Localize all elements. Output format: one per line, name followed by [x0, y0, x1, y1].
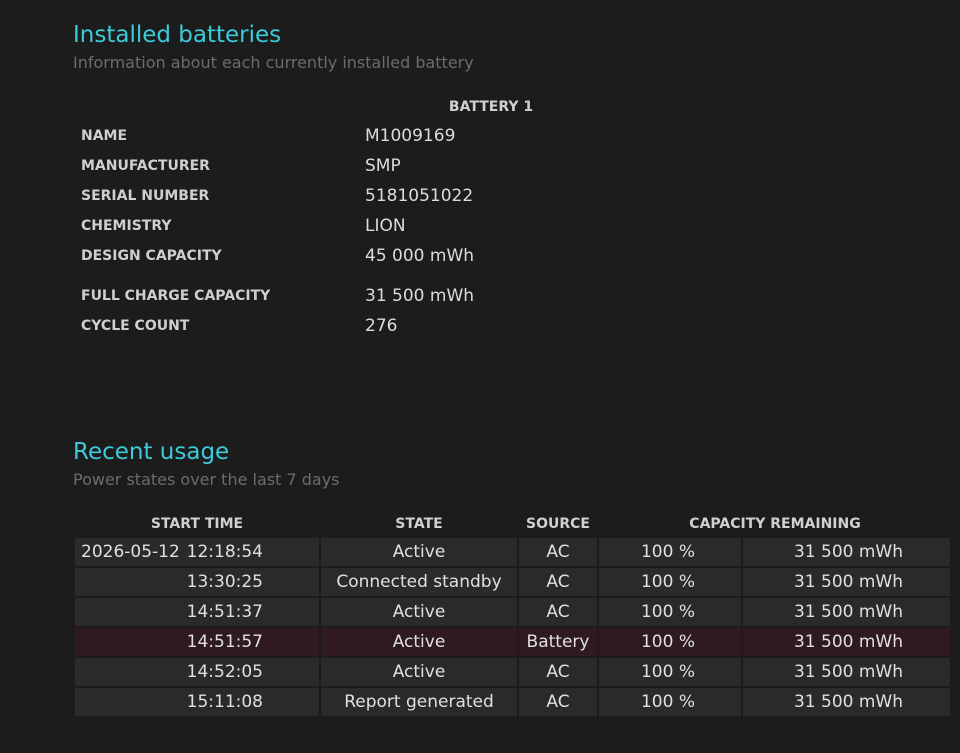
table-cell: [321, 568, 517, 596]
table-cell: [599, 628, 741, 656]
state: Report generated: [344, 692, 494, 712]
column-header: STATE: [395, 516, 443, 532]
table-cell: [743, 628, 950, 656]
table-cell: [75, 688, 319, 716]
table-cell: [321, 628, 517, 656]
capacity-energy: 31 500 mWh: [793, 692, 903, 712]
capacity-percent: 100 %: [640, 632, 696, 652]
state: Active: [392, 542, 446, 562]
column-header: START TIME: [150, 516, 244, 532]
section-title: Installed batteries: [73, 22, 282, 48]
capacity-energy: 31 500 mWh: [793, 632, 903, 652]
field-label: FULL CHARGE CAPACITY: [81, 288, 271, 304]
field-label: CYCLE COUNT: [81, 318, 190, 334]
field-label: NAME: [81, 128, 128, 144]
start-time: 13:30:25: [186, 572, 263, 592]
capacity-energy: 31 500 mWh: [793, 542, 903, 562]
source: AC: [546, 602, 570, 622]
capacity-percent: 100 %: [640, 572, 696, 592]
table-cell: [743, 568, 950, 596]
start-time: 15:11:08: [186, 692, 263, 712]
table-cell: [75, 568, 319, 596]
table-cell: [321, 538, 517, 566]
state: Active: [392, 662, 446, 682]
start-time: 14:51:37: [186, 602, 263, 622]
source: AC: [546, 692, 570, 712]
table-cell: [743, 538, 950, 566]
start-time: 12:18:54: [186, 542, 263, 562]
table-cell: [519, 538, 597, 566]
table-cell: [75, 658, 319, 686]
table-cell: [75, 538, 319, 566]
state: Active: [392, 632, 446, 652]
table-cell: [321, 598, 517, 626]
source: AC: [546, 572, 570, 592]
state: Connected standby: [336, 572, 502, 592]
table-cell: [599, 658, 741, 686]
table-cell: [321, 688, 517, 716]
field-label: DESIGN CAPACITY: [81, 248, 222, 264]
source: AC: [546, 662, 570, 682]
table-cell: [519, 628, 597, 656]
table-cell: [599, 598, 741, 626]
section-title: Recent usage: [73, 439, 230, 465]
table-cell: [519, 658, 597, 686]
capacity-percent: 100 %: [640, 662, 696, 682]
field-value: 31 500 mWh: [365, 286, 475, 306]
column-header: CAPACITY REMAINING: [689, 516, 861, 532]
capacity-energy: 31 500 mWh: [793, 662, 903, 682]
field-label: CHEMISTRY: [81, 218, 172, 234]
table-cell: [519, 688, 597, 716]
field-value: 45 000 mWh: [365, 246, 475, 266]
field-label: SERIAL NUMBER: [81, 188, 210, 204]
table-cell: [519, 568, 597, 596]
state: Active: [392, 602, 446, 622]
table-cell: [743, 598, 950, 626]
field-label: MANUFACTURER: [81, 158, 210, 174]
capacity-energy: 31 500 mWh: [793, 572, 903, 592]
table-cell: [75, 598, 319, 626]
section-subtitle: Power states over the last 7 days: [73, 470, 340, 489]
table-cell: [599, 688, 741, 716]
start-time: 14:52:05: [186, 662, 263, 682]
field-value: SMP: [365, 156, 401, 176]
start-date: 2026-05-12: [81, 542, 180, 562]
source: Battery: [526, 632, 590, 652]
start-time: 14:51:57: [186, 632, 263, 652]
column-header: SOURCE: [526, 516, 590, 532]
column-header: BATTERY 1: [448, 99, 534, 115]
section-subtitle: Information about each currently install…: [73, 53, 474, 72]
field-value: M1009169: [365, 126, 456, 146]
field-value: 5181051022: [365, 186, 474, 206]
capacity-percent: 100 %: [640, 692, 696, 712]
capacity-percent: 100 %: [640, 602, 696, 622]
table-cell: [519, 598, 597, 626]
table-cell: [321, 658, 517, 686]
field-value: LION: [365, 216, 406, 236]
capacity-energy: 31 500 mWh: [793, 602, 903, 622]
table-cell: [743, 688, 950, 716]
table-cell: [599, 538, 741, 566]
table-cell: [75, 628, 319, 656]
table-cell: [743, 658, 950, 686]
source: AC: [546, 542, 570, 562]
table-cell: [599, 568, 741, 596]
capacity-percent: 100 %: [640, 542, 696, 562]
field-value: 276: [365, 316, 398, 336]
